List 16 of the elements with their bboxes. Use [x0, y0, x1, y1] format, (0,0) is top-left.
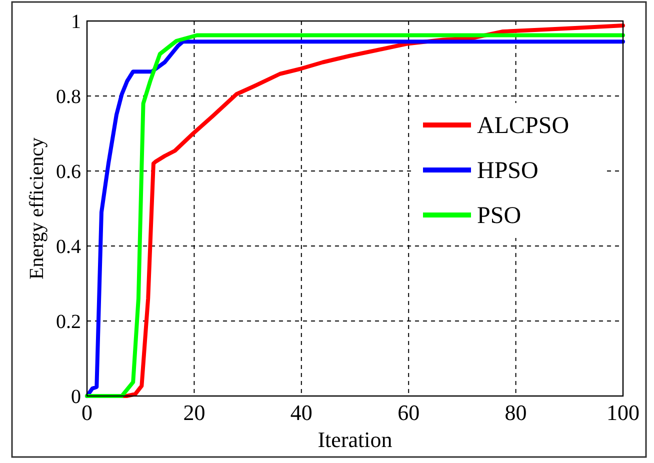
- y-tick-label: 0: [71, 386, 81, 408]
- y-tick-label: 0.8: [56, 86, 81, 108]
- y-tick-label: 0.4: [56, 236, 81, 258]
- x-tick-label: 80: [504, 400, 527, 425]
- y-tick-label: 1: [71, 11, 81, 33]
- x-tick-label: 20: [183, 400, 206, 425]
- legend-label: ALCPSO: [477, 113, 570, 139]
- legend-label: PSO: [477, 203, 522, 229]
- x-axis-title: Iteration: [318, 427, 392, 452]
- y-axis-title: Energy efficiency: [26, 138, 48, 280]
- y-tick-label: 0.6: [56, 161, 81, 183]
- x-tick-label: 60: [398, 400, 420, 425]
- legend-label: HPSO: [477, 158, 538, 184]
- x-tick-label: 100: [606, 400, 640, 425]
- y-tick-label: 0.2: [56, 311, 81, 333]
- x-tick-label: 40: [290, 400, 312, 425]
